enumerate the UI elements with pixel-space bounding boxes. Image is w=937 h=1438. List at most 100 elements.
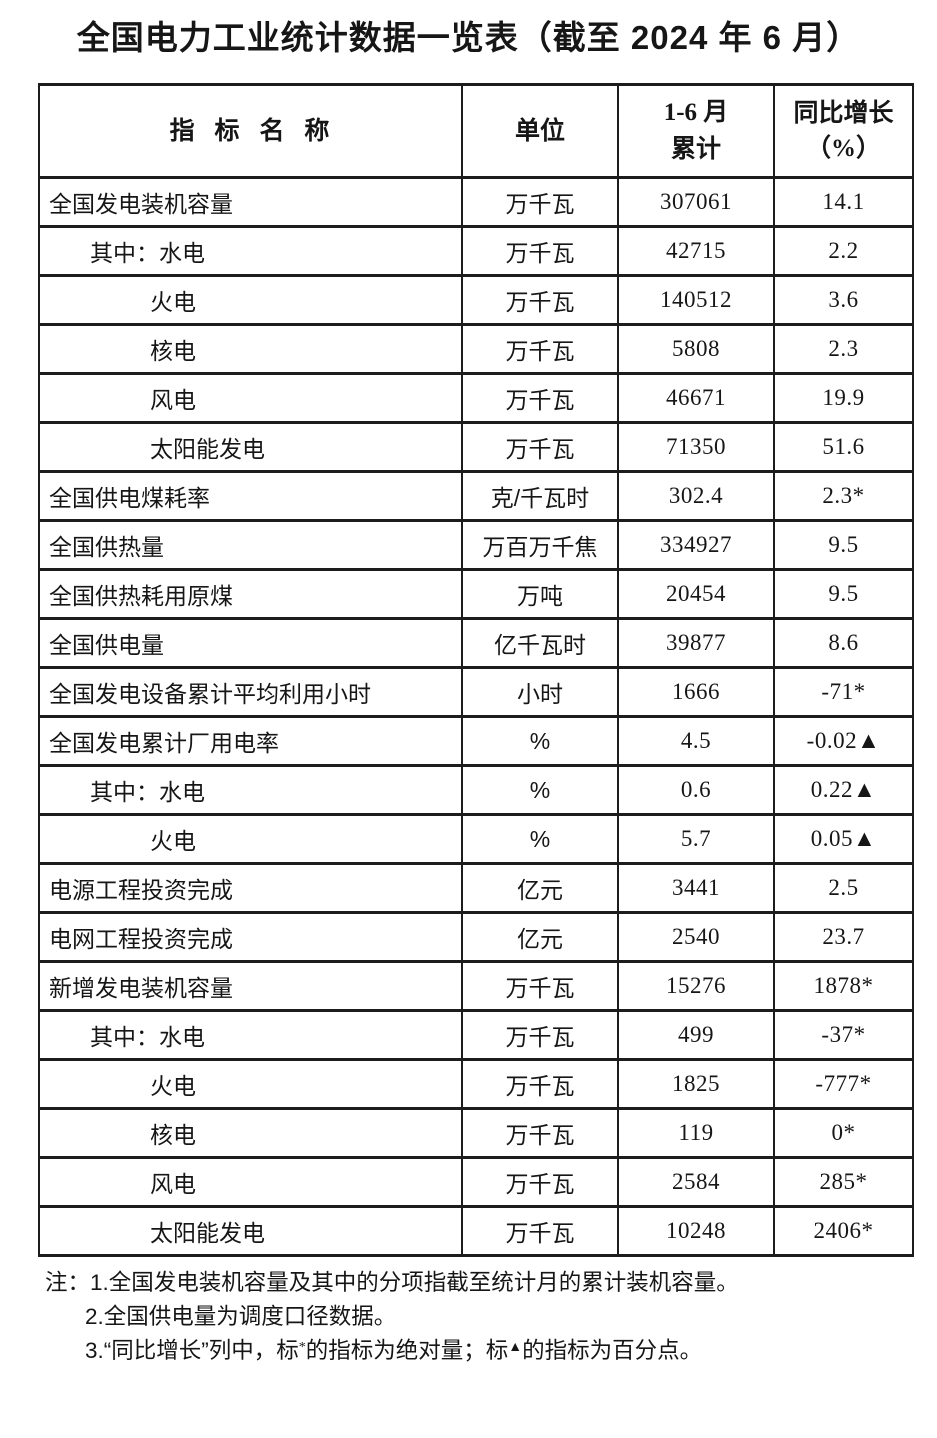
note-3-text-b: 的指标为绝对量；标 <box>305 1338 509 1363</box>
indicator-cell: 太阳能发电 <box>38 421 463 473</box>
indicator-cell: 全国发电装机容量 <box>38 176 463 228</box>
header-indicator-label: 指 标 名 称 <box>169 117 332 145</box>
growth-cell: 14.1 <box>773 176 914 228</box>
indicator-cell: 全国发电累计厂用电率 <box>38 715 463 767</box>
unit-cell: 万千瓦 <box>461 176 619 228</box>
indicator-cell: 其中：水电 <box>38 225 463 277</box>
note-line-2: 2.全国供电量为调度口径数据。 <box>45 1300 905 1334</box>
indicator-cell: 全国供电煤耗率 <box>38 470 463 522</box>
unit-cell: 亿元 <box>461 862 619 914</box>
table-row: 全国发电设备累计平均利用小时 小时 1666 -71* <box>38 666 914 718</box>
note-2-text: 2.全国供电量为调度口径数据。 <box>85 1304 397 1329</box>
unit-cell: 亿千瓦时 <box>461 617 619 669</box>
table-row: 核电 万千瓦 119 0* <box>38 1107 914 1159</box>
note-1-text: 1.全国发电装机容量及其中的分项指截至统计月的累计装机容量。 <box>90 1270 739 1295</box>
indicator-cell: 其中：水电 <box>38 1009 463 1061</box>
unit-cell: 万千瓦 <box>461 1107 619 1159</box>
growth-cell: 23.7 <box>773 911 914 963</box>
unit-cell: 小时 <box>461 666 619 718</box>
indicator-cell: 全国供热量 <box>38 519 463 571</box>
indicator-cell: 全国发电设备累计平均利用小时 <box>38 666 463 718</box>
header-unit-label: 单位 <box>514 117 565 145</box>
indicator-cell: 全国供热耗用原煤 <box>38 568 463 620</box>
header-period: 1-6 月 累计 <box>617 83 775 179</box>
unit-cell: 亿元 <box>461 911 619 963</box>
growth-cell: -37* <box>773 1009 914 1061</box>
value-cell: 2584 <box>617 1156 775 1208</box>
table-row: 其中：水电 万千瓦 499 -37* <box>38 1009 914 1061</box>
table-row: 其中：水电 万千瓦 42715 2.2 <box>38 225 914 277</box>
indicator-cell: 太阳能发电 <box>38 1205 463 1257</box>
growth-cell: 2.2 <box>773 225 914 277</box>
table-row: 风电 万千瓦 2584 285* <box>38 1156 914 1208</box>
unit-cell: % <box>461 715 619 767</box>
value-cell: 4.5 <box>617 715 775 767</box>
unit-cell: 万千瓦 <box>461 323 619 375</box>
table-row: 全国供电煤耗率 克/千瓦时 302.4 2.3* <box>38 470 914 522</box>
indicator-cell: 电源工程投资完成 <box>38 862 463 914</box>
unit-cell: 克/千瓦时 <box>461 470 619 522</box>
value-cell: 3441 <box>617 862 775 914</box>
indicator-cell: 火电 <box>38 274 463 326</box>
value-cell: 140512 <box>617 274 775 326</box>
unit-cell: 万千瓦 <box>461 1058 619 1110</box>
growth-cell: 2406* <box>773 1205 914 1257</box>
table-row: 太阳能发电 万千瓦 10248 2406* <box>38 1205 914 1257</box>
table-row: 太阳能发电 万千瓦 71350 51.6 <box>38 421 914 473</box>
value-cell: 10248 <box>617 1205 775 1257</box>
header-indicator-name: 指 标 名 称 <box>38 83 463 179</box>
unit-cell: 万千瓦 <box>461 1009 619 1061</box>
table-row: 核电 万千瓦 5808 2.3 <box>38 323 914 375</box>
unit-cell: 万千瓦 <box>461 960 619 1012</box>
table-row: 火电 万千瓦 1825 -777* <box>38 1058 914 1110</box>
indicator-cell: 火电 <box>38 813 463 865</box>
growth-cell: 9.5 <box>773 568 914 620</box>
growth-cell: 2.3* <box>773 470 914 522</box>
growth-cell: 8.6 <box>773 617 914 669</box>
table-header-row: 指 标 名 称 单位 1-6 月 累计 同比增长 （%） <box>38 83 914 179</box>
header-growth-line2: （%） <box>805 135 881 162</box>
indicator-cell: 风电 <box>38 372 463 424</box>
indicator-cell: 核电 <box>38 323 463 375</box>
value-cell: 5808 <box>617 323 775 375</box>
growth-cell: 51.6 <box>773 421 914 473</box>
table-row: 风电 万千瓦 46671 19.9 <box>38 372 914 424</box>
growth-cell: -777* <box>773 1058 914 1110</box>
table-row: 其中：水电% 0.6 0.22▲ <box>38 764 914 816</box>
unit-cell: 万千瓦 <box>461 274 619 326</box>
table-row: 全国供电量 亿千瓦时 39877 8.6 <box>38 617 914 669</box>
unit-cell: 万千瓦 <box>461 372 619 424</box>
value-cell: 71350 <box>617 421 775 473</box>
table-row: 全国发电累计厂用电率% 4.5 -0.02▲ <box>38 715 914 767</box>
table-row: 全国供热耗用原煤 万吨 20454 9.5 <box>38 568 914 620</box>
value-cell: 20454 <box>617 568 775 620</box>
value-cell: 2540 <box>617 911 775 963</box>
growth-cell: 2.3 <box>773 323 914 375</box>
unit-cell: 万百万千焦 <box>461 519 619 571</box>
growth-cell: 0.05▲ <box>773 813 914 865</box>
page-title: 全国电力工业统计数据一览表（截至 2024 年 6 月） <box>76 19 861 56</box>
table-row: 全国发电装机容量 万千瓦 307061 14.1 <box>38 176 914 228</box>
value-cell: 499 <box>617 1009 775 1061</box>
header-growth-line1: 同比增长 <box>793 99 894 127</box>
growth-cell: 2.5 <box>773 862 914 914</box>
value-cell: 334927 <box>617 519 775 571</box>
table-row: 电源工程投资完成 亿元 3441 2.5 <box>38 862 914 914</box>
indicator-cell: 全国供电量 <box>38 617 463 669</box>
value-cell: 5.7 <box>617 813 775 865</box>
power-statistics-table: 指 标 名 称 单位 1-6 月 累计 同比增长 （%） 全国发电装机容量 万千瓦… <box>38 83 914 1257</box>
growth-cell: 0* <box>773 1107 914 1159</box>
value-cell: 39877 <box>617 617 775 669</box>
table-row: 新增发电装机容量 万千瓦 15276 1878* <box>38 960 914 1012</box>
header-period-line1: 1-6 月 <box>663 99 729 126</box>
growth-cell: -71* <box>773 666 914 718</box>
growth-cell: 0.22▲ <box>773 764 914 816</box>
note-line-1: 注：1.全国发电装机容量及其中的分项指截至统计月的累计装机容量。 <box>45 1266 905 1300</box>
growth-cell: 285* <box>773 1156 914 1208</box>
unit-cell: 万千瓦 <box>461 225 619 277</box>
indicator-cell: 新增发电装机容量 <box>38 960 463 1012</box>
value-cell: 1666 <box>617 666 775 718</box>
unit-cell: 万千瓦 <box>461 1205 619 1257</box>
table-row: 电网工程投资完成 亿元 2540 23.7 <box>38 911 914 963</box>
table-row: 全国供热量 万百万千焦 334927 9.5 <box>38 519 914 571</box>
